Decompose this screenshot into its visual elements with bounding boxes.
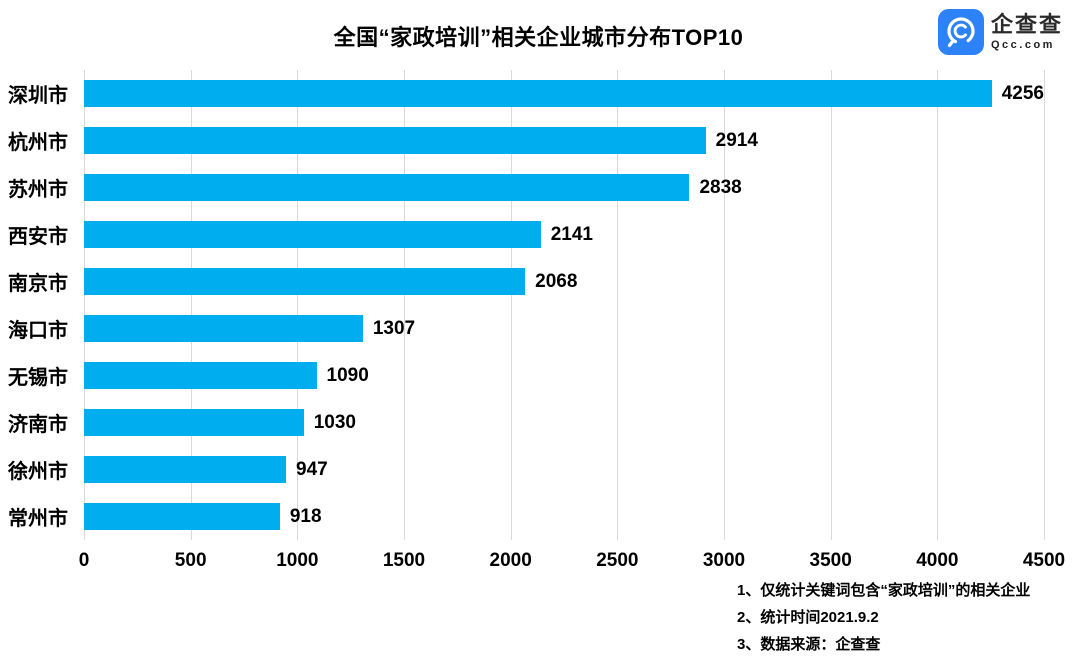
footnote-line: 3、数据来源：企查查 (737, 636, 881, 653)
bar-row: 济南市 1030 (8, 399, 1044, 446)
x-axis-ticks: 0 500 1000 1500 2000 2500 3000 3500 4000 4500 (79, 546, 1065, 576)
bar (84, 221, 541, 248)
gridlines (84, 70, 1045, 540)
x-tick-label: 0 (78, 550, 90, 571)
bar (84, 80, 992, 107)
city-label: 深圳市 (8, 85, 68, 107)
x-tick-label: 3500 (809, 550, 852, 571)
city-label: 西安市 (8, 226, 68, 248)
gridline (190, 70, 192, 540)
bar (84, 127, 706, 154)
bar-row: 常州市 918 (8, 493, 1044, 540)
city-label: 常州市 (8, 508, 68, 530)
x-tick-label: 3000 (702, 550, 746, 571)
header: 全国“家政培训”相关企业城市分布TOP10 企查查 Qcc.com (0, 0, 1077, 62)
gridline (937, 70, 939, 540)
footnotes: 1、仅统计关键词包含“家政培训”的相关企业 2、统计时间2021.9.2 3、数… (737, 582, 1030, 654)
bar-row: 深圳市 4256 (8, 70, 1044, 117)
bar-row: 西安市 2141 (8, 211, 1044, 258)
chart-title: 全国“家政培训”相关企业城市分布TOP10 (333, 25, 744, 50)
city-label: 无锡市 (8, 367, 68, 389)
city-label: 徐州市 (8, 461, 68, 483)
gridline (84, 70, 85, 540)
value-label: 1090 (326, 364, 369, 386)
bar-row: 杭州市 2914 (8, 117, 1044, 164)
bar (84, 409, 304, 436)
logo-text: 企查查 Qcc.com (990, 11, 1063, 51)
x-tick-label: 500 (174, 550, 207, 571)
city-label: 杭州市 (8, 132, 68, 154)
qcc-magnifier-icon (937, 9, 984, 55)
gridline (723, 70, 725, 540)
value-label: 918 (289, 505, 322, 527)
bar-row: 徐州市 947 (8, 446, 1044, 493)
bar (84, 174, 690, 201)
city-label: 南京市 (8, 273, 68, 295)
gridline (297, 70, 299, 540)
x-tick-label: 2000 (489, 550, 532, 571)
bar (84, 315, 363, 342)
gridline (830, 70, 832, 540)
bar (84, 503, 280, 530)
qcc-logo: 企查查 Qcc.com (937, 9, 1063, 55)
x-tick-label: 1500 (382, 550, 426, 571)
x-tick-label: 2500 (596, 550, 639, 571)
value-label: 1030 (313, 411, 356, 433)
footnote-line: 2、统计时间2021.9.2 (737, 609, 879, 626)
city-label: 苏州市 (8, 179, 68, 201)
value-label: 947 (296, 458, 328, 480)
value-label: 2068 (535, 270, 578, 292)
value-label: 2914 (715, 129, 758, 151)
bar-row: 无锡市 1090 (8, 352, 1044, 399)
bar-row: 海口市 1307 (8, 305, 1044, 352)
gridline (403, 70, 405, 540)
footnote-line: 1、仅统计关键词包含“家政培训”的相关企业 (737, 582, 1031, 599)
x-tick-label: 1000 (276, 550, 319, 571)
city-label: 济南市 (8, 414, 68, 436)
logo-name: 企查查 (990, 11, 1063, 37)
gridline (617, 70, 619, 540)
value-label: 2838 (699, 176, 742, 198)
city-label: 海口市 (8, 320, 68, 342)
gridline (510, 70, 512, 540)
bar (84, 268, 526, 295)
gridline (1044, 70, 1045, 540)
value-label: 2141 (550, 223, 594, 245)
bar-row: 南京市 2068 (8, 258, 1044, 305)
bar (84, 362, 317, 389)
value-label: 4256 (1001, 82, 1044, 104)
bar (84, 456, 287, 483)
value-label: 1307 (372, 317, 416, 339)
plot-area: 深圳市 4256 杭州市 2914 苏州市 2838 西安市 2141 南京市 2068 海口市 13… (8, 70, 1045, 540)
bar-chart: 深圳市 4256 杭州市 2914 苏州市 2838 西安市 2141 南京市 2068 海口市 13… (0, 70, 1077, 576)
bar-row: 苏州市 2838 (8, 164, 1044, 211)
x-tick-label: 4500 (1022, 550, 1066, 571)
logo-domain: Qcc.com (990, 38, 1055, 51)
bar-rows: 深圳市 4256 杭州市 2914 苏州市 2838 西安市 2141 南京市 2068 海口市 13… (8, 70, 1044, 540)
x-tick-label: 4000 (916, 550, 959, 571)
